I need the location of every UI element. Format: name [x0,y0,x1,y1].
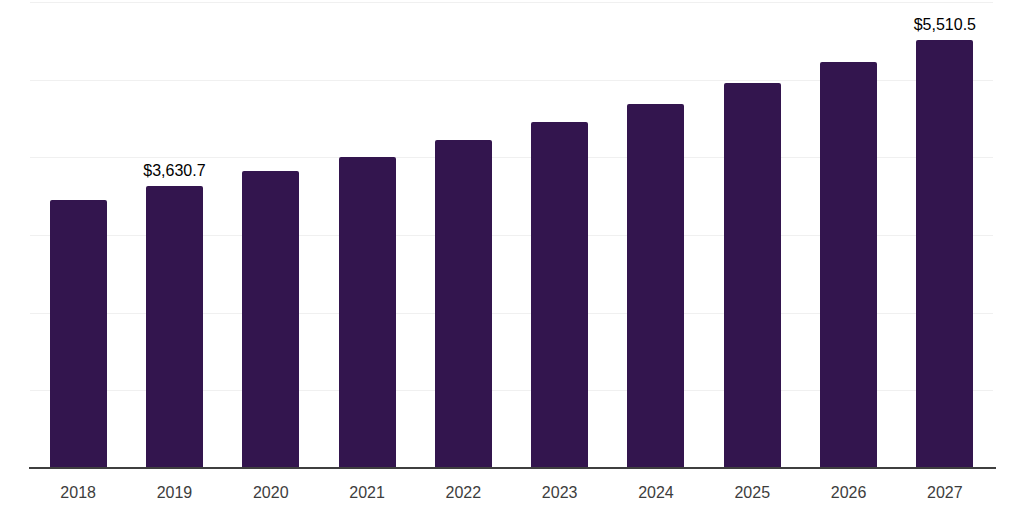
x-tick-label-2020: 2020 [253,484,289,502]
x-tick-label-2023: 2023 [542,484,578,502]
x-tick-label-2022: 2022 [446,484,482,502]
x-tick-label-2018: 2018 [60,484,96,502]
bar-2026 [820,62,877,468]
x-axis-line [29,467,996,469]
bar-2027 [916,40,973,468]
bar-value-label-2027: $5,510.5 [914,15,976,34]
bar-2020 [242,171,299,468]
x-tick-label-2024: 2024 [638,484,674,502]
bar-2021 [339,157,396,468]
bar-value-label-2019: $3,630.7 [143,161,205,180]
bar-2022 [435,140,492,468]
x-tick-label-2027: 2027 [927,484,963,502]
bar-2023 [531,122,588,468]
gridline-6000 [30,2,993,3]
x-tick-label-2026: 2026 [831,484,867,502]
x-tick-label-2021: 2021 [349,484,385,502]
bar-2024 [627,104,684,468]
bar-2018 [50,200,107,468]
x-tick-label-2019: 2019 [157,484,193,502]
x-tick-label-2025: 2025 [734,484,770,502]
plot-area: $3,630.7 $5,510.5 [30,2,993,468]
bar-2019 [146,186,203,468]
bar-2025 [724,83,781,468]
bar-chart: $3,630.7 $5,510.5 2018 2019 2020 2021 2022 202… [0,0,1024,512]
